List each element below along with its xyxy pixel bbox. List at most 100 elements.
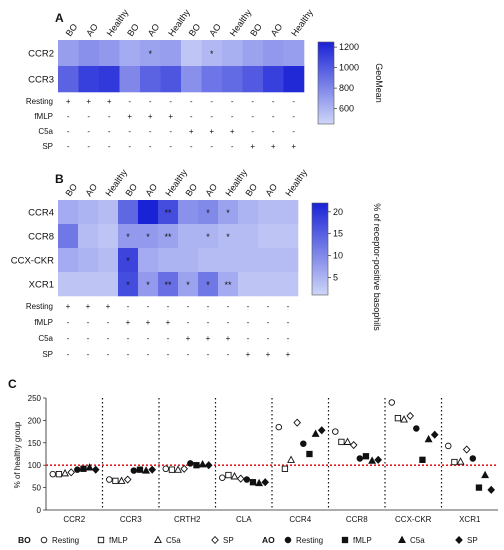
condition-mark: - bbox=[67, 112, 70, 121]
heatmap-cell bbox=[158, 200, 179, 225]
heatmap-cell bbox=[258, 200, 279, 225]
data-point bbox=[187, 460, 194, 467]
heatmap-cell bbox=[263, 40, 284, 67]
column-header: AO bbox=[207, 22, 223, 38]
column-header: AO bbox=[269, 22, 285, 38]
legend-marker bbox=[455, 535, 463, 545]
heatmap-cell bbox=[58, 66, 79, 93]
condition-label: SP bbox=[42, 142, 53, 151]
condition-mark: + bbox=[209, 127, 214, 136]
data-point bbox=[430, 430, 439, 439]
colorbar-label-b: % of receptor-positive basophils bbox=[372, 203, 382, 331]
heatmap-cell bbox=[238, 200, 259, 225]
heatmap-cell bbox=[98, 272, 119, 297]
data-point bbox=[174, 465, 182, 473]
legend-item-label: C5a bbox=[410, 536, 425, 545]
condition-mark: - bbox=[272, 112, 275, 121]
legend: BO Resting fMLP C5a SP AO Resting fMLP C5a SP bbox=[18, 535, 478, 545]
y-ticks: 0 50 100 150 200 250 bbox=[28, 394, 46, 515]
heatmap-cell bbox=[58, 200, 79, 225]
heatmap-cell bbox=[78, 224, 99, 249]
heatmap-cell bbox=[98, 200, 119, 225]
data-point bbox=[168, 466, 176, 473]
heatmap-cell bbox=[99, 66, 120, 93]
legend-item-label: Resting bbox=[296, 536, 323, 545]
data-point bbox=[469, 455, 477, 462]
column-header: BO bbox=[125, 22, 141, 38]
condition-mark: - bbox=[190, 97, 193, 106]
condition-mark: - bbox=[247, 334, 250, 343]
row-label: CCX-CKR bbox=[11, 256, 54, 267]
data-point bbox=[67, 468, 76, 477]
condition-mark: - bbox=[147, 350, 150, 359]
column-header: AO bbox=[263, 182, 279, 198]
heatmap-cell bbox=[278, 272, 299, 297]
condition-mark: + bbox=[107, 97, 112, 106]
column-header: BO bbox=[187, 22, 203, 38]
significance-mark: * bbox=[186, 280, 190, 290]
condition-mark: - bbox=[108, 127, 111, 136]
condition-label: fMLP bbox=[34, 318, 53, 327]
colorbar-ticks-a: 1200 1000 800 600 bbox=[334, 42, 359, 114]
heatmap-cell bbox=[138, 248, 159, 273]
panel-label-c: C bbox=[8, 377, 17, 391]
heatmap-cell bbox=[198, 272, 219, 297]
data-point bbox=[293, 418, 302, 427]
colorbar-tick-label: 800 bbox=[339, 83, 354, 93]
condition-mark: + bbox=[250, 142, 255, 151]
heatmap-cell bbox=[201, 66, 223, 93]
condition-mark: - bbox=[107, 334, 110, 343]
condition-mark: - bbox=[247, 302, 250, 311]
condition-mark: - bbox=[169, 127, 172, 136]
condition-mark: - bbox=[251, 112, 254, 121]
condition-mark: - bbox=[127, 302, 130, 311]
condition-mark: - bbox=[147, 302, 150, 311]
data-point bbox=[445, 442, 452, 450]
condition-mark: + bbox=[189, 127, 194, 136]
condition-mark: - bbox=[227, 350, 230, 359]
heatmap-cell bbox=[218, 272, 239, 297]
data-point bbox=[332, 428, 339, 435]
condition-mark: + bbox=[86, 302, 91, 311]
heatmap-cell bbox=[178, 272, 199, 297]
legend-item-label: SP bbox=[467, 536, 478, 545]
condition-mark: - bbox=[227, 302, 230, 311]
condition-mark: - bbox=[108, 142, 111, 151]
condition-mark: - bbox=[149, 97, 152, 106]
colorbar-tick-label: 600 bbox=[339, 104, 354, 114]
data-point bbox=[80, 465, 87, 472]
row-label: CCR3 bbox=[28, 75, 54, 86]
heatmap-cell bbox=[278, 248, 299, 273]
legend-marker bbox=[97, 536, 105, 544]
x-tick-label: CLA bbox=[236, 515, 252, 524]
condition-label: fMLP bbox=[34, 112, 53, 121]
heatmap-cell bbox=[198, 248, 219, 273]
legend-marker bbox=[154, 535, 162, 544]
heatmap-cell bbox=[178, 248, 199, 273]
condition-mark: + bbox=[266, 350, 271, 359]
y-tick-label: 150 bbox=[28, 439, 42, 448]
condition-mark: - bbox=[127, 334, 130, 343]
data-point bbox=[368, 456, 377, 464]
condition-table-a: Resting + + + - - - - - - - - - fMLP - - - + + + - - - - - - C5a - -… bbox=[26, 97, 297, 151]
column-header: Healthy bbox=[283, 167, 309, 198]
data-point bbox=[424, 434, 433, 443]
heatmap-cell bbox=[258, 248, 279, 273]
data-point bbox=[123, 475, 132, 484]
condition-mark: - bbox=[128, 142, 131, 151]
condition-mark: + bbox=[286, 350, 291, 359]
heatmap-cell bbox=[78, 66, 100, 93]
row-label: CCR8 bbox=[28, 232, 54, 243]
legend-marker bbox=[398, 535, 406, 544]
x-tick-label: CCR2 bbox=[63, 515, 85, 524]
heatmap-cell bbox=[118, 272, 139, 297]
heatmap-cell bbox=[222, 66, 243, 93]
significance-mark: * bbox=[126, 232, 130, 242]
y-tick-label: 100 bbox=[28, 461, 42, 470]
condition-mark: + bbox=[271, 142, 276, 151]
x-tick-label: CRTH2 bbox=[174, 515, 201, 524]
x-tick-label: CCR4 bbox=[289, 515, 311, 524]
condition-mark: - bbox=[190, 112, 193, 121]
condition-mark: - bbox=[207, 302, 210, 311]
